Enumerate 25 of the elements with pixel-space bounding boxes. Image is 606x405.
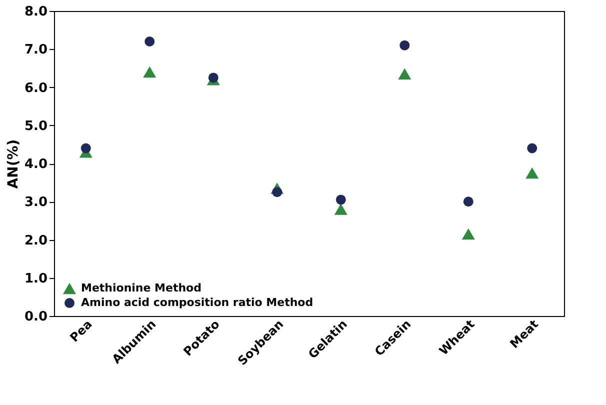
y-tick-label: 4.0 [24, 157, 48, 172]
point [272, 187, 282, 198]
point [334, 204, 348, 215]
point [463, 196, 474, 207]
y-tick-label: 3.0 [24, 195, 48, 210]
y-tick-label: 8.0 [24, 4, 48, 20]
point [527, 143, 538, 154]
y-tick-label: 6.0 [24, 80, 48, 96]
y-tick-label: 0.0 [24, 310, 48, 324]
y-tick-label: 5.0 [24, 118, 48, 134]
point [143, 66, 156, 78]
y-tick-label: 2.0 [24, 233, 48, 248]
y-tick-label: 7.0 [24, 42, 48, 58]
y-tick-label: 1.0 [24, 271, 48, 286]
legend-label: Amino acid composition ratio Method [81, 296, 314, 309]
y-axis-title: AN(%) [5, 139, 22, 189]
point [80, 143, 91, 154]
point [526, 167, 539, 179]
point [336, 194, 346, 205]
legend-label: Methionine Method [81, 282, 202, 294]
point [398, 68, 412, 80]
point [144, 36, 155, 46]
point [400, 40, 410, 50]
point [462, 228, 475, 240]
point [208, 72, 218, 83]
